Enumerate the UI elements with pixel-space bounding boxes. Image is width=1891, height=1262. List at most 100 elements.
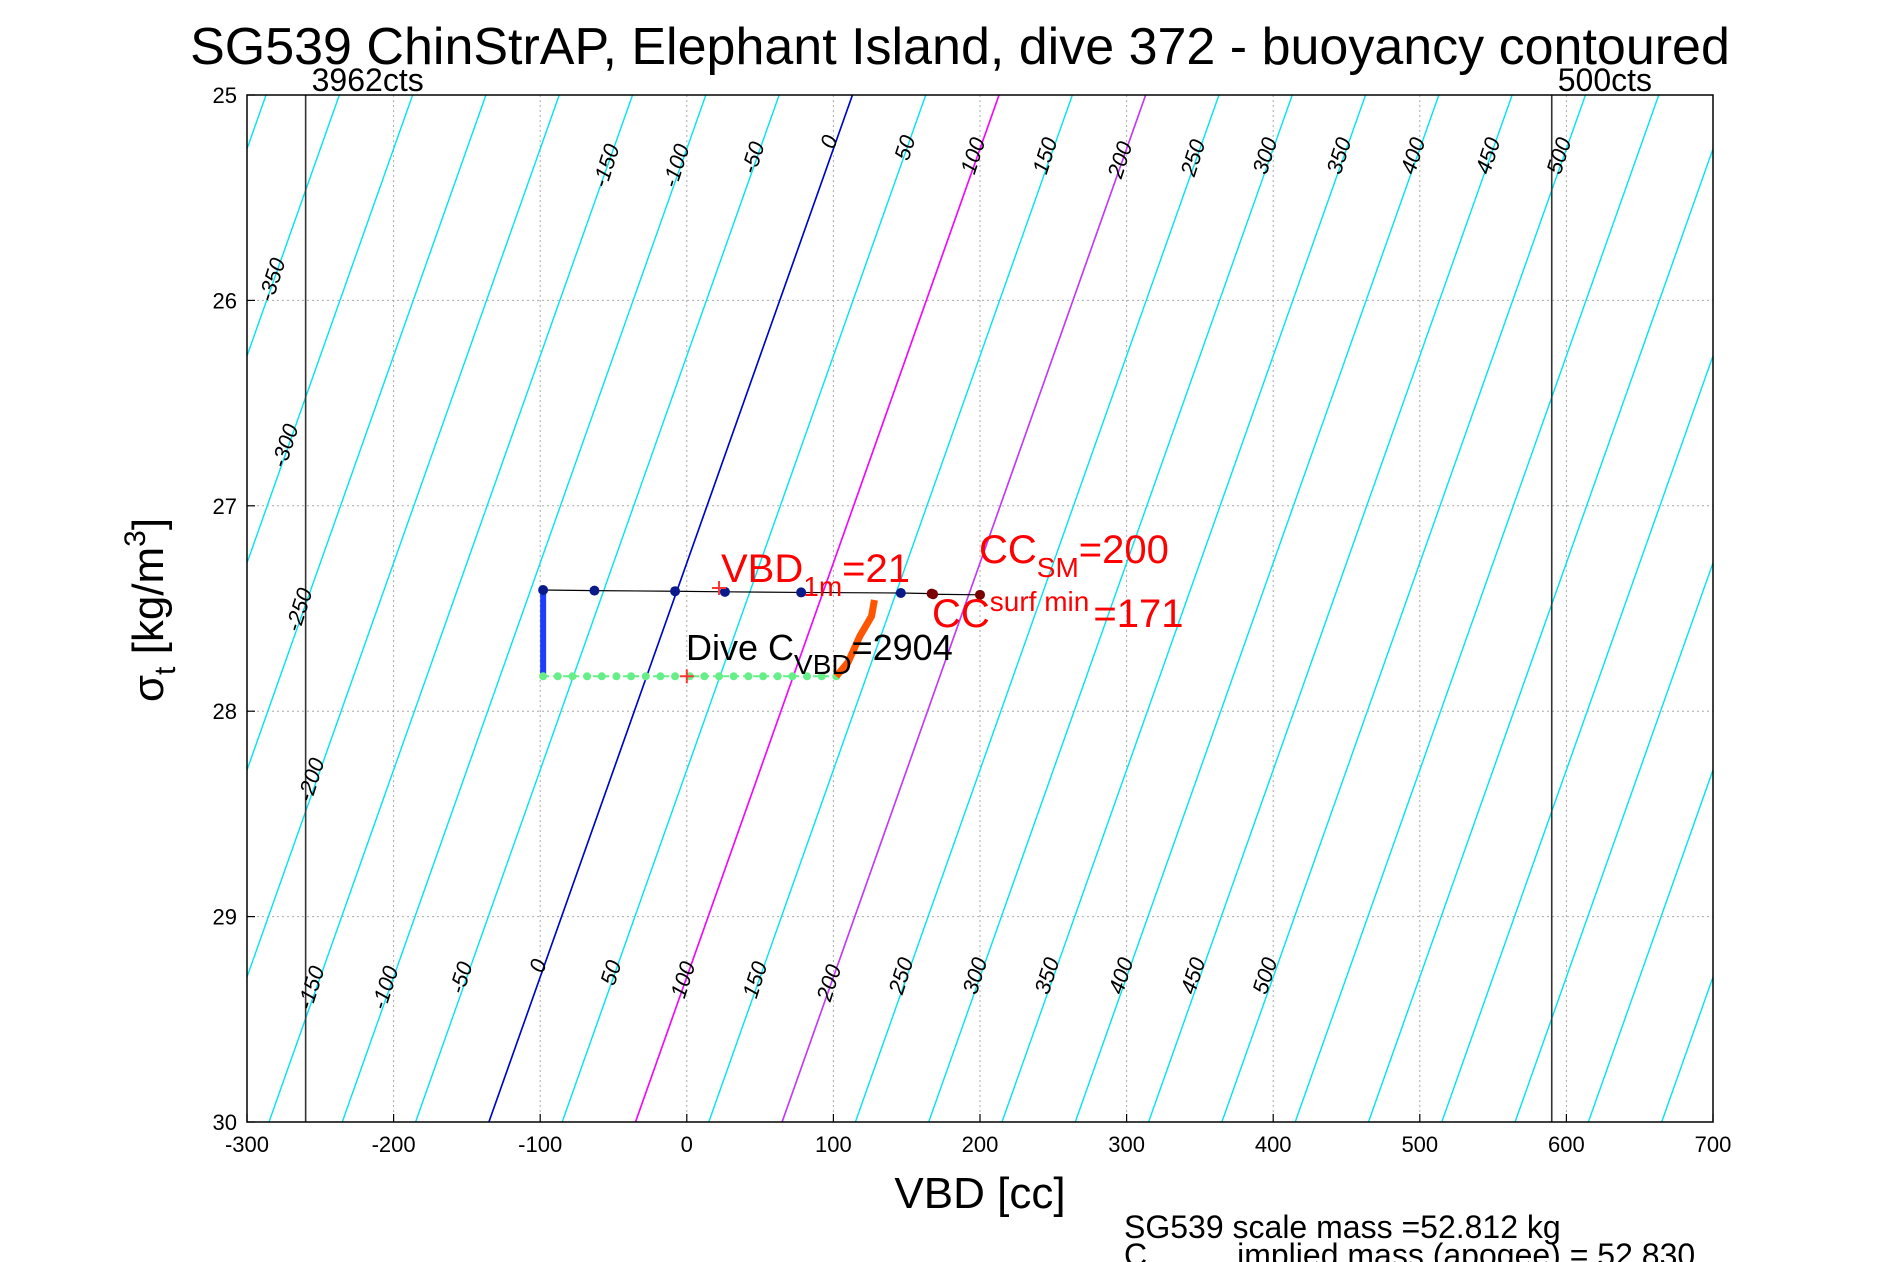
- buoyancy-contour: [1367, 146, 1713, 1122]
- cc-surf-main: CC: [932, 592, 990, 636]
- bottom-point-11: [700, 672, 709, 681]
- top-point-8: [975, 589, 985, 600]
- y-tick-label-5: 30: [213, 1110, 237, 1135]
- cc-sm-main: CC: [979, 528, 1037, 572]
- cc-surf-min-annotation: CCsurf min =171: [932, 586, 1183, 636]
- grid-lines: [247, 95, 1713, 1122]
- dive-c-sub: VBD: [794, 649, 852, 680]
- buoyancy-contour: [1001, 95, 1367, 1122]
- bottom-point-17: [788, 672, 797, 681]
- cc-sm-annotation: CCSM=200: [979, 528, 1169, 583]
- x-tick-label-10: 700: [1695, 1132, 1732, 1157]
- x-tick-label-5: 200: [962, 1132, 999, 1157]
- buoyancy-contour: [341, 95, 707, 1122]
- x-tick-label-7: 400: [1255, 1132, 1292, 1157]
- buoyancy-contour: [1587, 767, 1713, 1122]
- bottom-point-19: [817, 672, 826, 681]
- x-tick-label-4: 100: [815, 1132, 852, 1157]
- dive-c-value: =2904: [852, 627, 953, 668]
- buoyancy-contour: [247, 95, 341, 358]
- highlight-contour-0: [488, 95, 854, 1122]
- y-tick-label-3: 28: [213, 699, 237, 724]
- cc-surf-sub: surf min: [990, 586, 1090, 617]
- x-tick-label-0: -300: [225, 1132, 269, 1157]
- count-limit-lines: 3962cts 500cts: [304, 62, 1652, 1122]
- bottom-point-9: [671, 672, 680, 681]
- x-tick-label-6: 300: [1108, 1132, 1145, 1157]
- count-label-1: 500cts: [1558, 62, 1652, 98]
- bottom-point-15: [759, 672, 768, 681]
- y-tick-label-2: 27: [213, 494, 237, 519]
- buoyancy-contour: [708, 95, 1074, 1122]
- y-tick-label-4: 29: [213, 905, 237, 930]
- highlight-contours: [488, 95, 1147, 1122]
- cc-sm-value: =200: [1079, 528, 1169, 572]
- marker-1: [679, 669, 694, 684]
- bottom-point-3: [583, 672, 592, 681]
- chart-title: SG539 ChinStrAP, Elephant Island, dive 3…: [190, 18, 1730, 76]
- top-point-0: [538, 585, 549, 596]
- x-axis-label: VBD [cc]: [894, 1169, 1065, 1218]
- footer-scale-mass: SG539 scale mass =52.812 kg: [1124, 1209, 1561, 1245]
- x-tick-label-8: 500: [1401, 1132, 1438, 1157]
- footer-implied-text: implied mass (apogee) = 52.830: [1237, 1237, 1695, 1262]
- buoyancy-contour: [1882, 95, 1891, 1122]
- y-axis-label-sup: 3: [119, 530, 152, 547]
- dive-c-vbd-annotation: Dive CVBD=2904: [686, 627, 953, 680]
- highlight-contour-100: [634, 95, 1000, 1122]
- y-axis-ticks: 25 26 27 28 29 30: [213, 83, 255, 1135]
- bottom-point-13: [729, 672, 738, 681]
- bottom-point-14: [744, 672, 753, 681]
- ascent-trace: [833, 599, 878, 679]
- y-tick-label-1: 26: [213, 288, 237, 313]
- top-point-5: [895, 588, 906, 599]
- buoyancy-contour: [247, 95, 414, 566]
- y-axis-label-sigma: σ: [124, 675, 173, 702]
- buoyancy-contour: [1294, 95, 1660, 1122]
- bottom-point-0: [539, 672, 548, 681]
- buoyancy-contour: [0, 95, 46, 1122]
- bottom-point-16: [773, 672, 782, 681]
- buoyancy-contour: [1147, 95, 1513, 1122]
- buoyancy-contour: [854, 95, 1220, 1122]
- x-tick-label-3: 0: [681, 1132, 693, 1157]
- dive-c-main: Dive C: [686, 627, 794, 668]
- y-axis-label-units: [kg/m: [124, 547, 173, 667]
- bottom-point-5: [612, 672, 621, 681]
- bottom-point-4: [597, 672, 606, 681]
- bottom-point-8: [656, 672, 665, 681]
- bottom-point-12: [715, 672, 724, 681]
- buoyancy-contour: [0, 95, 119, 1122]
- x-axis-ticks: -300 -200 -100 0 100 200 300 400 500 600 700: [225, 1114, 1731, 1157]
- buoyancy-contour: [1808, 95, 1891, 1122]
- highlight-contour-200: [781, 95, 1147, 1122]
- x-tick-label-2: -100: [518, 1132, 562, 1157]
- cc-surf-value: =171: [1093, 592, 1183, 636]
- top-point-4: [796, 587, 807, 598]
- vbd-1m-annotation: VBD1m=21: [721, 547, 910, 602]
- footer-c-main: C: [1124, 1237, 1147, 1262]
- bottom-point-6: [627, 672, 636, 681]
- marker-0: [712, 580, 727, 595]
- buoyancy-contour: [1514, 560, 1713, 1122]
- top-point-2: [670, 586, 681, 597]
- x-tick-label-1: -200: [372, 1132, 416, 1157]
- buoyancy-contour: [268, 95, 634, 1122]
- buoyancy-contour: [414, 95, 780, 1122]
- y-axis-label-close: ]: [124, 518, 173, 530]
- count-label-0: 3962cts: [312, 62, 424, 98]
- vbd-1m-value: =21: [842, 547, 910, 591]
- buoyancy-contour: [247, 95, 560, 980]
- vbd-1m-sub: 1m: [803, 571, 842, 602]
- bottom-point-1: [553, 672, 562, 681]
- cc-sm-sub: SM: [1037, 552, 1079, 583]
- dive-trace: [538, 580, 985, 684]
- vbd-1m-main: VBD: [721, 547, 803, 591]
- buoyancy-contour: [1074, 95, 1440, 1122]
- top-point-7: [928, 589, 939, 600]
- buoyancy-contour: [247, 95, 487, 773]
- top-point-1: [589, 585, 600, 596]
- top-point-3: [719, 586, 730, 597]
